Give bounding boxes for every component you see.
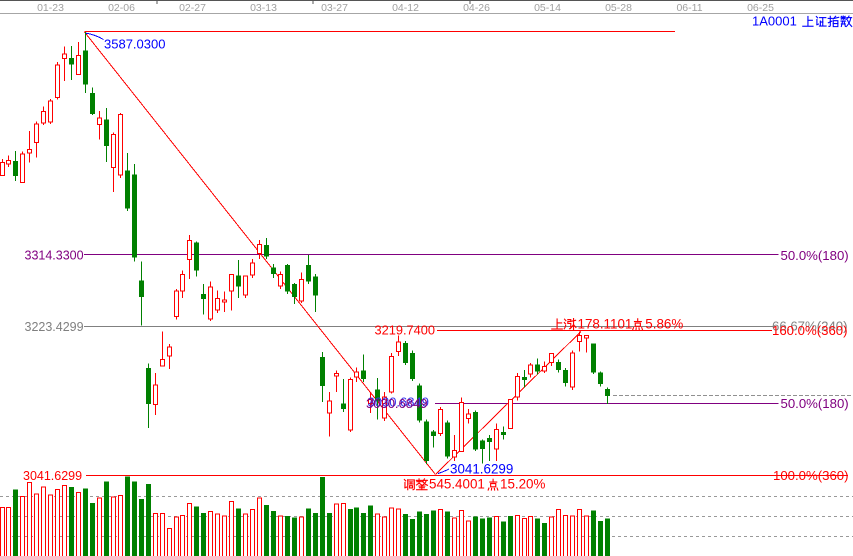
svg-text:545.4001: 545.4001: [429, 476, 485, 491]
svg-text:50.0%(180): 50.0%(180): [781, 248, 849, 263]
svg-text:50.0%(180): 50.0%(180): [781, 396, 849, 411]
svg-text:1A0001: 1A0001: [752, 14, 797, 29]
svg-text:3030.6849: 3030.6849: [366, 396, 427, 411]
svg-text:02-06: 02-06: [108, 2, 135, 14]
svg-text:04-26: 04-26: [463, 2, 490, 14]
svg-text:03-27: 03-27: [321, 2, 348, 14]
svg-text:15.20%: 15.20%: [500, 476, 546, 491]
svg-text:3219.7400: 3219.7400: [375, 323, 436, 338]
svg-text:66.67%(240): 66.67%(240): [772, 319, 848, 334]
svg-text:3030.6849: 3030.6849: [368, 395, 429, 410]
svg-text:03-13: 03-13: [250, 2, 277, 14]
svg-text:178.1101: 178.1101: [578, 317, 633, 332]
svg-text:3041.6299: 3041.6299: [23, 469, 82, 483]
svg-text:3223.4299: 3223.4299: [25, 320, 84, 334]
svg-text:160.0%(360): 160.0%(360): [772, 323, 848, 338]
svg-text:5.86%: 5.86%: [645, 317, 683, 332]
svg-text:3314.3300: 3314.3300: [25, 249, 84, 263]
svg-text:3041.6299: 3041.6299: [450, 462, 513, 477]
svg-text:05-14: 05-14: [534, 2, 561, 14]
svg-text:100.0%(360): 100.0%(360): [773, 468, 849, 483]
svg-text:04-12: 04-12: [392, 2, 419, 14]
svg-text:02-27: 02-27: [179, 2, 206, 14]
svg-text:06-11: 06-11: [676, 2, 702, 14]
svg-text:05-28: 05-28: [605, 2, 632, 14]
svg-text:01-23: 01-23: [37, 2, 64, 14]
svg-text:3587.0300: 3587.0300: [104, 36, 165, 51]
svg-text:06-25: 06-25: [747, 2, 774, 14]
